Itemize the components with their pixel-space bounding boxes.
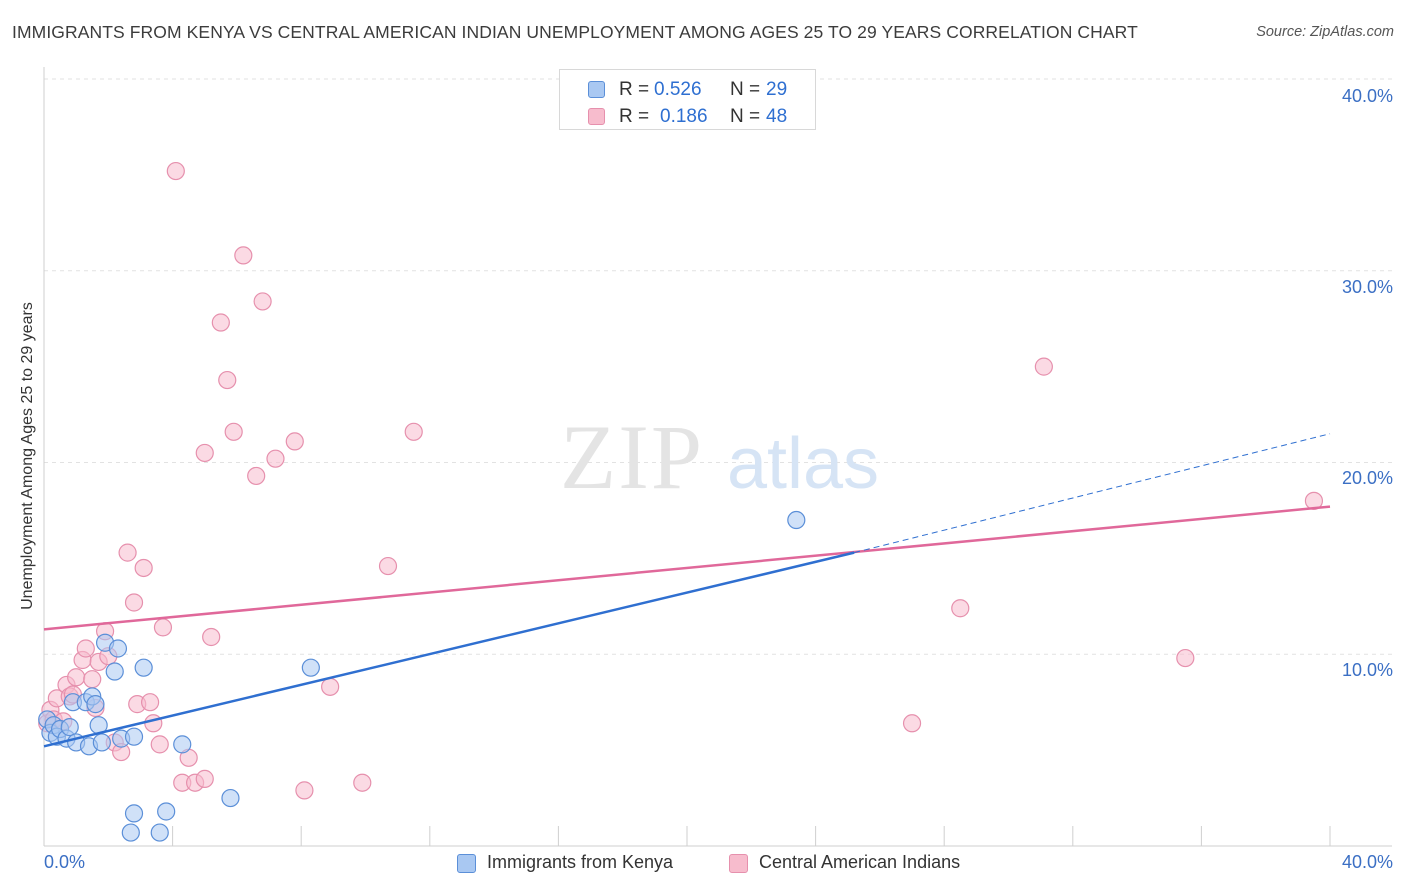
stats-row-central-american-indians: R = 0.186 N = 48 — [560, 104, 815, 130]
central-american-indians-point — [83, 670, 102, 689]
central-american-indians-point — [118, 543, 137, 562]
central-american-indians-point — [902, 714, 922, 733]
kenya-point — [301, 658, 320, 677]
central-american-indians-trend-line — [43, 505, 1331, 631]
kenya-point — [124, 727, 144, 746]
kenya-trend-line — [43, 551, 855, 748]
kenya-trend-extension — [854, 433, 1331, 554]
central-american-indians-point — [247, 466, 266, 486]
central-american-indians-point — [134, 558, 153, 578]
kenya-points — [38, 510, 806, 842]
legend-kenya-swatch — [457, 854, 476, 873]
central-american-indians-point — [153, 618, 173, 637]
central-american-indians-point — [285, 432, 304, 451]
r-value: 0.186 — [660, 106, 708, 127]
central-american-indians-point — [211, 313, 230, 332]
correlation-stats-box: R = 0.526 N = 29 R = 0.186 N = 48 — [559, 69, 816, 130]
r-value: 0.526 — [654, 79, 702, 100]
chart-title: IMMIGRANTS FROM KENYA VS CENTRAL AMERICA… — [12, 22, 1138, 42]
y-axis-label: Unemployment Among Ages 25 to 29 years — [19, 302, 36, 610]
central-american-indians-swatch — [588, 108, 605, 125]
watermark: ZIP atlas — [560, 406, 879, 508]
central-american-indians-point — [166, 161, 185, 181]
legend-central-american-indians-label: Central American Indians — [759, 852, 961, 872]
grid-lines — [44, 78, 1392, 655]
r-label: R = — [619, 79, 650, 100]
kenya-point — [134, 658, 153, 677]
central-american-indians-point — [295, 781, 314, 800]
central-american-indians-point — [195, 443, 214, 463]
central-american-indians-point — [266, 449, 285, 468]
y-tick-label-30: 30.0% — [1341, 277, 1393, 297]
central-american-indians-point — [224, 422, 243, 441]
kenya-point — [150, 823, 169, 842]
n-label: N = — [730, 79, 761, 100]
kenya-point — [108, 639, 128, 658]
central-american-indians-point — [67, 668, 86, 687]
central-american-indians-point — [404, 422, 423, 441]
source-label: Source: ZipAtlas.com — [1256, 24, 1394, 40]
central-american-indians-point — [150, 735, 169, 754]
y-tick-label-40: 40.0% — [1341, 86, 1393, 106]
legend-central-american-indians-swatch — [729, 854, 748, 873]
kenya-point — [105, 662, 124, 681]
central-american-indians-point — [378, 556, 398, 576]
n-value: 48 — [766, 106, 788, 127]
central-american-indians-point — [202, 627, 221, 647]
kenya-point — [124, 804, 144, 823]
central-american-indians-point — [195, 769, 214, 788]
n-value: 29 — [766, 79, 788, 100]
central-american-indians-point — [321, 677, 340, 696]
central-american-indians-point — [76, 639, 95, 658]
central-american-indians-point — [218, 370, 237, 390]
kenya-point — [157, 802, 176, 821]
x-tick-label-max: 40.0% — [1341, 852, 1393, 872]
watermark-atlas: atlas — [727, 424, 879, 504]
kenya-swatch — [588, 81, 605, 98]
central-american-indians-point — [253, 292, 272, 311]
stats-row-kenya: R = 0.526 N = 29 — [560, 77, 815, 103]
axes — [43, 67, 1392, 847]
x-tick-label-min: 0.0% — [44, 852, 86, 872]
central-american-indians-point — [234, 246, 253, 265]
kenya-point — [121, 823, 140, 842]
central-american-indians-point — [140, 693, 160, 712]
central-american-indians-point — [1034, 357, 1053, 376]
legend-kenya-label: Immigrants from Kenya — [487, 852, 674, 872]
kenya-point — [92, 733, 111, 752]
kenya-point — [60, 718, 79, 737]
kenya-point — [86, 695, 105, 714]
y-tick-label-10: 10.0% — [1341, 660, 1393, 680]
central-american-indians-point — [124, 593, 144, 612]
r-label: R = — [619, 106, 650, 127]
central-american-indians-point — [144, 714, 163, 733]
y-tick-label-20: 20.0% — [1341, 468, 1393, 488]
central-american-indians-point — [951, 599, 970, 618]
trend-lines — [43, 433, 1331, 748]
n-label: N = — [730, 106, 761, 127]
kenya-point — [221, 788, 240, 808]
central-american-indians-point — [353, 773, 372, 792]
central-american-indians-point — [1176, 648, 1195, 668]
kenya-point — [787, 510, 806, 530]
kenya-point — [173, 735, 192, 754]
watermark-zip: ZIP — [560, 406, 704, 508]
